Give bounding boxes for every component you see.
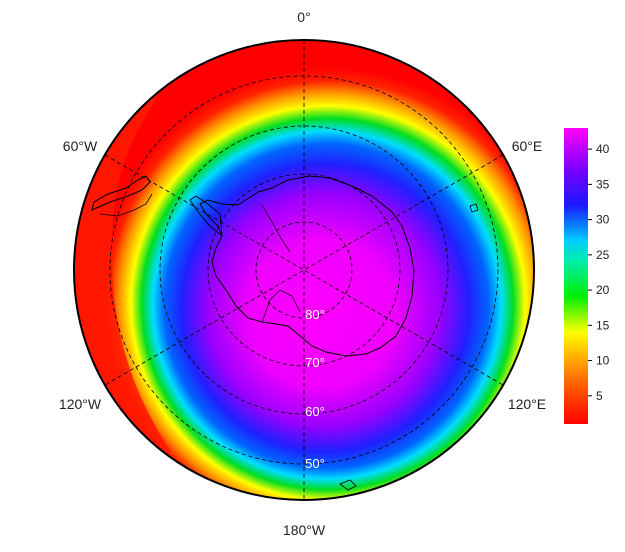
map-boundary (73, 39, 535, 501)
south-america-tip (91, 175, 151, 211)
lon-label-60w: 60°W (63, 138, 98, 154)
colorbar: 5 10 15 20 25 30 35 40 (564, 128, 610, 424)
colorbar-ramp (564, 128, 588, 424)
colorbar-tick-label: 25 (596, 248, 610, 262)
lon-label-0: 0° (297, 9, 310, 25)
colorbar-tick-label: 20 (596, 283, 610, 297)
colorbar-tick-label: 15 (596, 318, 610, 332)
data-field (74, 40, 534, 500)
lon-label-60e: 60°E (512, 138, 543, 154)
lon-label-120w: 120°W (59, 396, 102, 412)
lat-label-50: 50° (305, 456, 325, 471)
colorbar-tick-label: 35 (596, 177, 610, 191)
lon-label-120e: 120°E (508, 396, 546, 412)
lat-label-80: 80° (305, 307, 325, 322)
colorbar-tick-label: 10 (596, 354, 610, 368)
colorbar-tick-label: 30 (596, 213, 610, 227)
colorbar-tick-label: 40 (596, 142, 610, 156)
lat-label-70: 70° (305, 355, 325, 370)
colorbar-tick-label: 5 (596, 389, 603, 403)
colorbar-ticks: 5 10 15 20 25 30 35 40 (588, 142, 610, 403)
graticule (104, 40, 504, 500)
lon-label-180w: 180°W (283, 522, 326, 538)
lat-label-60: 60° (305, 404, 325, 419)
